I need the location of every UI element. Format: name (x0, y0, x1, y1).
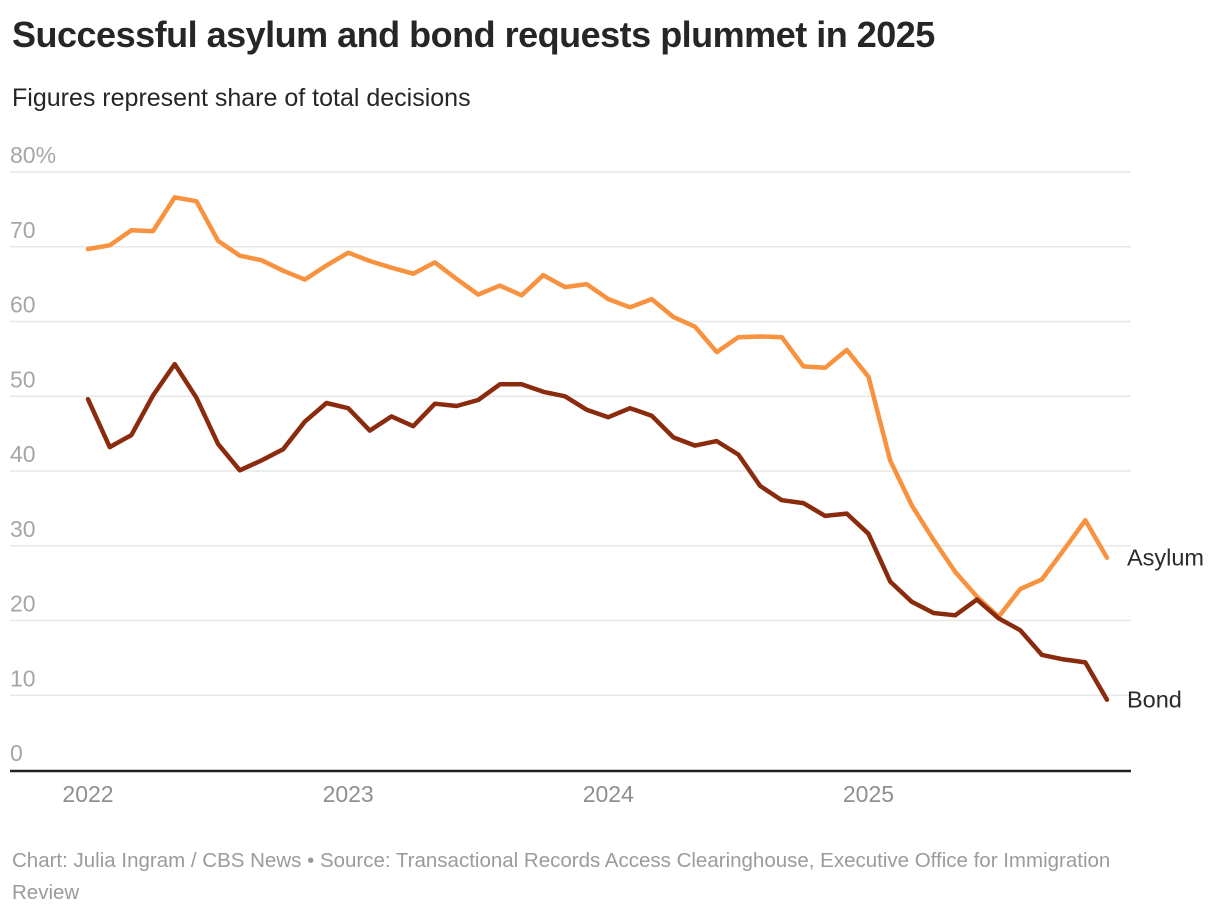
x-axis-tick-label: 2025 (843, 781, 894, 807)
y-axis-tick-label: 10 (10, 665, 36, 691)
chart-credit: Chart: Julia Ingram / CBS News • Source:… (12, 849, 1111, 904)
bond-line (85, 361, 1110, 702)
y-axis-tick-label: 30 (10, 516, 36, 542)
chart-subtitle: Figures represent share of total decisio… (12, 84, 471, 112)
y-axis-tick-label: 50 (10, 366, 36, 392)
chart-title: Successful asylum and bond requests plum… (12, 14, 935, 55)
y-axis-tick-label: 60 (10, 292, 36, 318)
x-axis-tick-label: 2022 (62, 781, 113, 807)
asylum-line (85, 195, 1110, 620)
x-axis-tick-label: 2023 (323, 781, 374, 807)
y-axis-tick-label: 20 (10, 591, 36, 617)
x-axis-tick-label: 2024 (583, 781, 634, 807)
y-axis-tick-label: 70 (10, 217, 36, 243)
y-axis-tick-label: 0 (10, 740, 23, 766)
asylum-series-label: Asylum (1127, 545, 1204, 571)
y-axis-tick-label: 40 (10, 441, 36, 467)
y-axis-tick-label: 80% (10, 142, 56, 168)
bond-series-label: Bond (1127, 687, 1182, 713)
